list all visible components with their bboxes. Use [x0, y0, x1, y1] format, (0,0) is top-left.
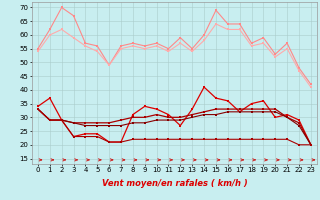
X-axis label: Vent moyen/en rafales ( km/h ): Vent moyen/en rafales ( km/h )	[101, 179, 247, 188]
